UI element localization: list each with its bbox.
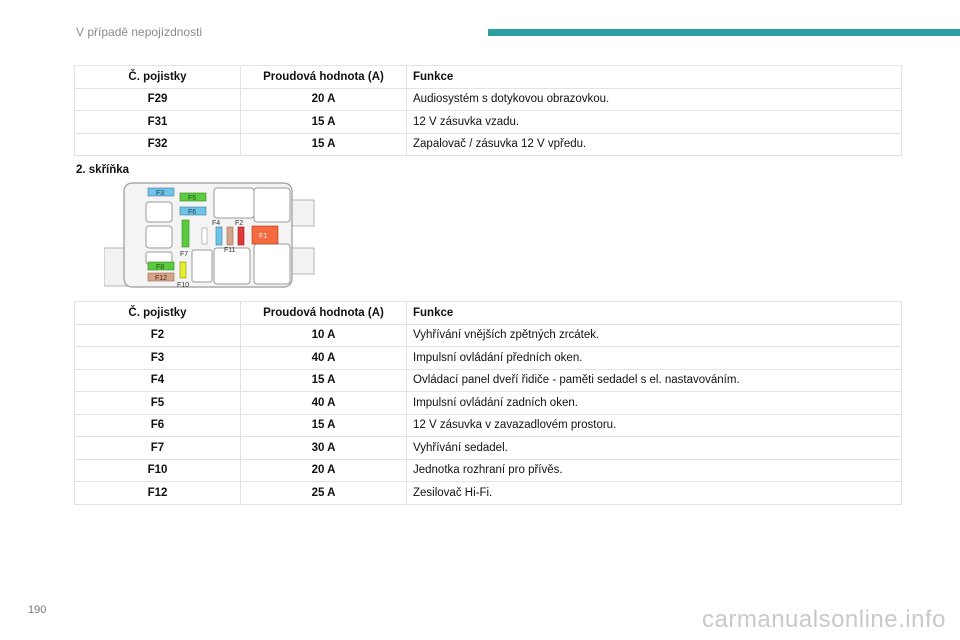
- fuse-number: F3: [74, 346, 241, 370]
- fuse-number: F31: [74, 110, 241, 134]
- fuse-number: F7: [74, 436, 241, 460]
- fuse-number: F4: [74, 368, 241, 392]
- fuse-current: 15 A: [240, 110, 407, 134]
- fuse-function: Impulsní ovládání předních oken.: [406, 346, 902, 370]
- spare-fuse: [201, 227, 208, 245]
- table-row: F2 10 A Vyhřívání vnějších zpětných zrcá…: [74, 323, 902, 347]
- section-title: V případě nepojízdnosti: [76, 25, 203, 39]
- fuse-box-2-label: 2. skříňka: [76, 164, 130, 176]
- table-row: F3 40 A Impulsní ovládání předních oken.: [74, 346, 902, 370]
- fuse-number: F6: [74, 413, 241, 437]
- column-header-fuse-number: Č. pojistky: [74, 65, 241, 89]
- fuse-number: F2: [74, 323, 241, 347]
- housing-right-tab-bottom: [291, 247, 315, 275]
- fuse-current: 40 A: [240, 391, 407, 415]
- fuse-function: Vyhřívání vnějších zpětných zrcátek.: [406, 323, 902, 347]
- fuse-table-1: Č. pojistky Proudová hodnota (A) Funkce …: [74, 65, 902, 156]
- fuse-f10: [179, 261, 187, 279]
- fuse-f10-label: F10: [177, 282, 189, 289]
- fuse-current: 25 A: [240, 481, 407, 505]
- table-row: F31 15 A 12 V zásuvka vzadu.: [74, 110, 902, 134]
- fuse-f2-label: F2: [235, 220, 243, 227]
- fuse-f5-label: F5: [188, 195, 196, 202]
- fuse-current: 30 A: [240, 436, 407, 460]
- fuse-current: 20 A: [240, 458, 407, 482]
- fuse-f12: [147, 272, 175, 282]
- fuse-table-2: Č. pojistky Proudová hodnota (A) Funkce …: [74, 301, 902, 505]
- watermark: carmanualsonline.info: [702, 606, 946, 633]
- fuse-f3: [147, 187, 175, 197]
- fuse-function: 12 V zásuvka v zavazadlovém prostoru.: [406, 413, 902, 437]
- fuse-function: Impulsní ovládání zadních oken.: [406, 391, 902, 415]
- fuse-f5: [179, 192, 207, 202]
- fuse-function: Audiosystém s dotykovou obrazovkou.: [406, 87, 902, 111]
- fuse-number: F12: [74, 481, 241, 505]
- table-row: F32 15 A Zapalovač / zásuvka 12 V vpředu…: [74, 132, 902, 156]
- relay-slot: [145, 201, 173, 223]
- table-header-row: Č. pojistky Proudová hodnota (A) Funkce: [74, 301, 902, 325]
- table-row: F10 20 A Jednotka rozhraní pro přívěs.: [74, 458, 902, 482]
- fuse-function: Ovládací panel dveří řidiče - paměti sed…: [406, 368, 902, 392]
- fuse-f1: [251, 225, 279, 245]
- fuse-f4-label: F4: [212, 220, 220, 227]
- fuse-f12-label: F12: [155, 275, 167, 282]
- fuse-number: F5: [74, 391, 241, 415]
- fuse-function: Vyhřívání sedadel.: [406, 436, 902, 460]
- relay-slot: [253, 243, 291, 285]
- table-row: F6 15 A 12 V zásuvka v zavazadlovém pros…: [74, 413, 902, 437]
- fuse-f11-label: F11: [224, 247, 236, 254]
- fuse-f7-label: F7: [180, 251, 188, 258]
- page-number: 190: [28, 604, 47, 616]
- fuse-current: 15 A: [240, 368, 407, 392]
- fuse-f1-label: F1: [259, 233, 267, 240]
- accent-bar: [488, 29, 960, 36]
- fuse-function: Jednotka rozhraní pro přívěs.: [406, 458, 902, 482]
- fuse-current: 20 A: [240, 87, 407, 111]
- fuse-current: 10 A: [240, 323, 407, 347]
- relay-slot: [213, 247, 251, 285]
- housing-right-tab-top: [291, 199, 315, 227]
- fuse-f4: [215, 226, 223, 246]
- table-row: F4 15 A Ovládací panel dveří řidiče - pa…: [74, 368, 902, 392]
- fuse-number: F32: [74, 132, 241, 156]
- fuse-f3-label: F3: [156, 190, 164, 197]
- column-header-function: Funkce: [406, 301, 902, 325]
- fuse-current: 15 A: [240, 132, 407, 156]
- column-header-function: Funkce: [406, 65, 902, 89]
- table-row: F5 40 A Impulsní ovládání zadních oken.: [74, 391, 902, 415]
- fuse-function: 12 V zásuvka vzadu.: [406, 110, 902, 134]
- table-row: F7 30 A Vyhřívání sedadel.: [74, 436, 902, 460]
- fuse-f6-label: F6: [188, 209, 196, 216]
- fuse-box-diagram: F3 F5 F6 F7 F4 F11 F2 F1 F8 F12 F10: [104, 182, 315, 289]
- fuse-f11: [226, 226, 234, 246]
- table-row: F12 25 A Zesilovač Hi-Fi.: [74, 481, 902, 505]
- relay-slot: [213, 187, 255, 219]
- table-header-row: Č. pojistky Proudová hodnota (A) Funkce: [74, 65, 902, 89]
- column-header-current: Proudová hodnota (A): [240, 65, 407, 89]
- fuse-current: 15 A: [240, 413, 407, 437]
- fuse-f8: [147, 261, 175, 271]
- fuse-function: Zapalovač / zásuvka 12 V vpředu.: [406, 132, 902, 156]
- fuse-f8-label: F8: [156, 264, 164, 271]
- fuse-number: F10: [74, 458, 241, 482]
- fuse-f6: [179, 206, 207, 216]
- fuse-current: 40 A: [240, 346, 407, 370]
- relay-slot: [145, 225, 173, 249]
- relay-slot: [253, 187, 291, 223]
- relay-slot: [191, 249, 213, 283]
- column-header-current: Proudová hodnota (A): [240, 301, 407, 325]
- table-row: F29 20 A Audiosystém s dotykovou obrazov…: [74, 87, 902, 111]
- fuse-function: Zesilovač Hi-Fi.: [406, 481, 902, 505]
- fuse-number: F29: [74, 87, 241, 111]
- fuse-f2: [237, 226, 245, 246]
- column-header-fuse-number: Č. pojistky: [74, 301, 241, 325]
- fuse-f7: [181, 219, 190, 248]
